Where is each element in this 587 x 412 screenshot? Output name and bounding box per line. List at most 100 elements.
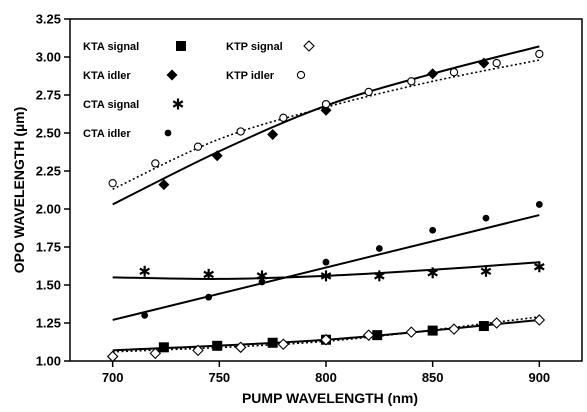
data-point-s4-3-shape: [193, 142, 203, 151]
data-point-s5-6-stroke: [427, 269, 438, 277]
legend-marker-6-shape: [164, 129, 172, 137]
y-axis-title: OPO WAVELENGTH (µm): [11, 107, 27, 273]
data-point-s6-6: [429, 226, 437, 234]
data-point-s1-7-shape: [478, 321, 489, 332]
data-point-s5-4: [320, 270, 332, 282]
data-point-s5-6: [427, 267, 438, 279]
data-point-s6-1: [141, 312, 149, 319]
fit-curve-2: [112, 59, 540, 190]
fit-curve-3: [112, 214, 540, 321]
data-point-s1-2-shape: [212, 340, 223, 351]
legend: KTA signal KTP signal KTA idler KTP idler CT…: [83, 40, 315, 140]
data-point-s4-5-shape: [279, 113, 288, 122]
legend-marker-1: [176, 41, 186, 51]
data-point-s2-2: [149, 347, 162, 360]
data-point-s5-8-stroke: [534, 263, 545, 271]
legend-marker-5-stroke: [172, 100, 184, 108]
y-tick-label-1: 1.25: [36, 316, 61, 331]
data-point-s2-10: [490, 317, 503, 329]
data-point-s4-2-shape: [151, 159, 160, 168]
data-point-s6-7-shape: [482, 214, 490, 222]
data-point-s6-8: [535, 201, 543, 208]
legend-marker-1-shape: [176, 41, 186, 51]
x-axis-title: PUMP WAVELENGTH (nm): [242, 390, 418, 406]
data-point-s4-10: [492, 58, 501, 68]
data-point-s3-3: [267, 129, 279, 141]
data-point-s1-3: [267, 337, 278, 348]
data-point-s2-6: [320, 333, 332, 346]
legend-label-3: KTA idler: [83, 70, 131, 82]
data-point-s4-9-shape: [449, 68, 459, 77]
x-tick-label-800: 800: [315, 370, 337, 385]
legend-marker-5: [172, 98, 184, 110]
data-point-s6-6-shape: [429, 226, 437, 234]
data-point-s1-6-shape: [427, 325, 438, 336]
data-point-s4-7-shape: [364, 87, 373, 97]
data-point-s4-7: [364, 87, 373, 97]
plot-frame: [69, 18, 583, 362]
legend-marker-4: [296, 70, 306, 80]
data-point-s6-3: [258, 278, 266, 286]
data-point-s5-7: [480, 265, 492, 277]
data-point-s1-3-shape: [267, 337, 278, 348]
data-point-s4-1: [108, 179, 117, 188]
data-point-s2-5: [277, 338, 290, 351]
data-point-s2-7: [362, 329, 375, 341]
data-point-s4-6: [321, 99, 331, 109]
fit-curve-1: [112, 45, 540, 206]
data-point-s1-2: [212, 340, 223, 351]
data-point-s3-2-shape: [211, 150, 223, 162]
data-point-s5-7-stroke: [480, 267, 492, 276]
data-point-s4-3: [193, 142, 203, 151]
data-point-s2-6-shape: [320, 333, 332, 346]
data-point-s6-8-shape: [535, 201, 543, 208]
legend-marker-4-shape: [296, 70, 306, 80]
data-point-s6-2: [205, 293, 213, 301]
fit-curves: [112, 45, 540, 353]
data-point-s3-4: [320, 104, 332, 116]
data-point-s6-4-shape: [322, 258, 330, 266]
data-point-s3-4-shape: [320, 104, 332, 116]
data-point-s3-5: [427, 68, 439, 80]
data-point-s2-8: [405, 326, 418, 338]
data-point-s1-1-shape: [158, 342, 169, 353]
legend-marker-3: [166, 69, 178, 81]
data-point-s3-2: [211, 150, 223, 162]
y-tick-label-2: 1.50: [36, 278, 61, 293]
data-point-s5-2: [203, 268, 214, 280]
legend-label-4: KTP idler: [226, 70, 275, 82]
data-point-s2-11: [533, 314, 546, 326]
y-tick-label-7: 2.75: [36, 88, 61, 103]
legend-marker-2-shape: [303, 40, 315, 52]
data-point-s2-3-shape: [192, 344, 204, 357]
data-point-s5-8: [534, 261, 545, 273]
data-point-s1-5: [372, 330, 383, 341]
data-point-s5-1-stroke: [139, 267, 150, 276]
legend-label-1: KTA signal: [83, 41, 139, 53]
legend-item-4: KTP idler: [226, 70, 306, 82]
data-point-s2-4: [234, 341, 247, 354]
data-point-s6-5-shape: [375, 245, 383, 252]
data-point-s2-5-shape: [277, 338, 290, 351]
data-point-s3-6: [478, 57, 490, 69]
data-point-s4-11-shape: [535, 49, 544, 59]
data-point-s5-2-stroke: [203, 270, 214, 279]
y-tick-label-0: 1.00: [36, 354, 61, 369]
x-tick-label-900: 900: [528, 370, 550, 385]
legend-item-6: CTA idler: [83, 128, 172, 140]
data-point-s2-1-shape: [106, 350, 119, 363]
data-point-s1-7: [478, 321, 489, 332]
data-point-s4-11: [535, 49, 544, 59]
data-point-s3-3-shape: [267, 129, 279, 141]
data-point-s5-5: [374, 270, 385, 282]
data-point-s6-1-shape: [141, 312, 149, 319]
data-point-s6-2-shape: [205, 293, 213, 301]
data-point-s2-9-shape: [448, 323, 460, 335]
legend-item-3: KTA idler: [83, 69, 178, 82]
legend-label-6: CTA idler: [83, 128, 131, 140]
legend-item-1: KTA signal: [83, 41, 186, 53]
legend-marker-3-shape: [166, 69, 178, 81]
y-tick-label-5: 2.25: [36, 164, 61, 179]
data-point-s3-5-shape: [427, 68, 439, 80]
